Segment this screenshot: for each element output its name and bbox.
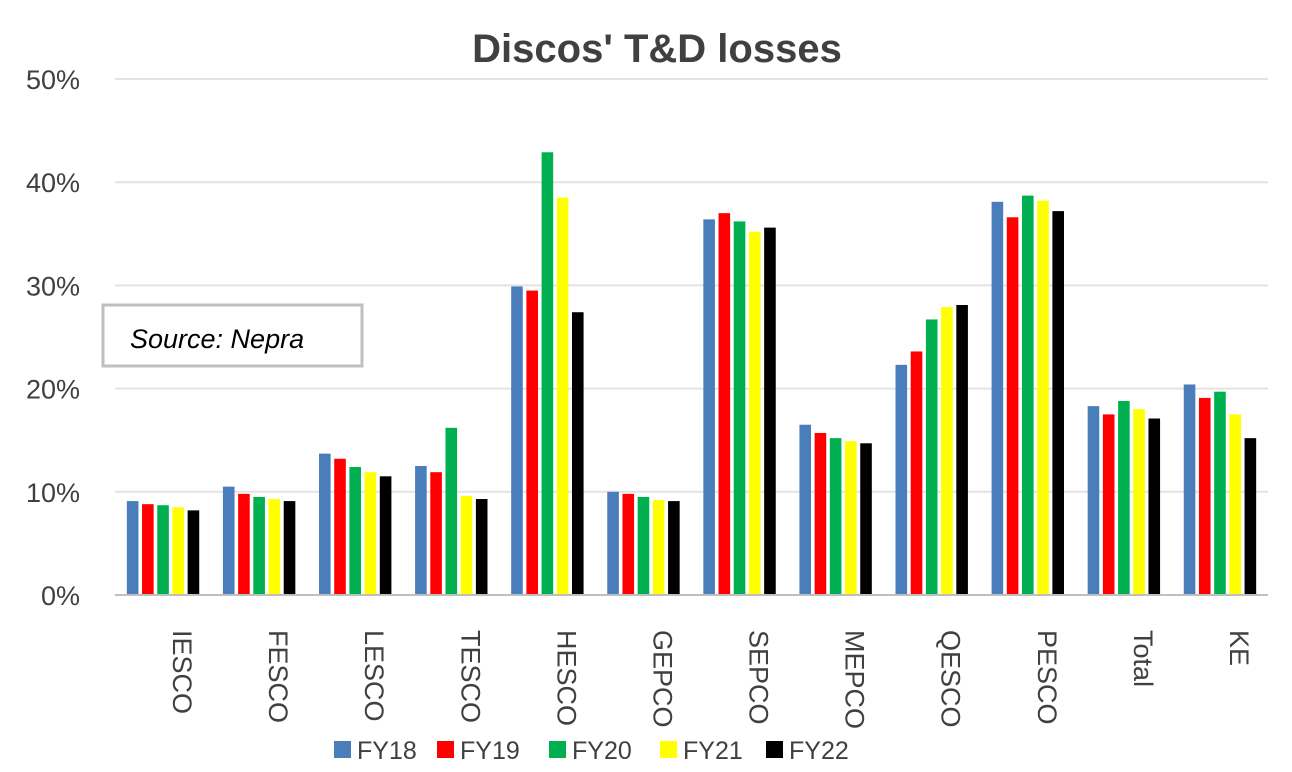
gridlines — [115, 78, 1268, 493]
bar-fy21-sepco — [748, 231, 761, 596]
bar-fy22-gepco — [668, 501, 680, 595]
y-tick-label: 0% — [41, 581, 80, 611]
legend-label-fy22: FY22 — [789, 737, 849, 765]
source-annotation-text: Source: Nepra — [130, 324, 304, 354]
x-tick-label-sepco: SEPCO — [744, 630, 774, 725]
legend-swatch-fy20 — [549, 741, 566, 758]
bars — [126, 152, 1257, 596]
bar-fy20-mepco — [829, 438, 842, 595]
x-tick-label-tesco: TESCO — [455, 630, 485, 723]
bar-fy18-gepco — [607, 491, 619, 595]
x-tick-label-pesco: PESCO — [1032, 630, 1062, 725]
x-tick-label-iesco: IESCO — [167, 630, 197, 714]
legend-swatch-fy19 — [437, 741, 454, 758]
bar-fy20-ke — [1214, 391, 1226, 595]
x-axis-ticks: IESCO FESCO LESCO TESCO HESCO GEPCO SEPCO MEPCO… — [167, 630, 1254, 729]
x-tick-label-qesco: QESCO — [936, 630, 966, 728]
bar-fy20-total — [1118, 400, 1130, 595]
bar-fy18-ke — [1183, 384, 1196, 595]
bar-fy22-total — [1148, 418, 1161, 595]
bar-fy20-sepco — [733, 221, 746, 596]
bar-fy19-mepco — [814, 432, 827, 595]
bar-fy22-tesco — [475, 499, 488, 595]
bar-fy21-ke — [1229, 414, 1241, 595]
bar-fy22-hesco — [571, 312, 584, 595]
bar-fy22-mepco — [860, 443, 872, 595]
y-tick-label: 50% — [26, 65, 80, 95]
legend-swatch-fy22 — [766, 741, 783, 758]
legend-label-fy20: FY20 — [572, 737, 632, 765]
bar-fy20-pesco — [1021, 195, 1034, 595]
legend-label-fy19: FY19 — [460, 737, 520, 765]
legend-label-fy21: FY21 — [683, 737, 743, 765]
bar-fy20-iesco — [157, 505, 169, 595]
bar-fy18-iesco — [126, 501, 139, 595]
bar-fy21-hesco — [556, 197, 569, 595]
x-tick-label-mepco: MEPCO — [840, 630, 870, 729]
bar-fy20-tesco — [445, 427, 458, 595]
bar-fy19-lesco — [334, 458, 346, 595]
bar-fy18-pesco — [991, 201, 1004, 595]
bar-fy18-lesco — [319, 453, 331, 595]
bar-fy20-fesco — [253, 496, 265, 595]
legend: FY18 FY19 FY20 FY21 FY22 — [334, 737, 849, 765]
bar-fy18-hesco — [511, 286, 523, 595]
y-tick-label: 40% — [26, 168, 80, 198]
legend-swatch-fy21 — [660, 741, 677, 758]
bar-fy22-iesco — [187, 510, 200, 595]
bar-fy18-qesco — [895, 364, 908, 595]
bar-fy19-hesco — [526, 290, 538, 595]
bar-fy19-pesco — [1006, 217, 1019, 596]
bar-fy22-pesco — [1052, 211, 1064, 595]
bar-fy21-pesco — [1037, 200, 1049, 595]
bar-fy21-total — [1133, 409, 1145, 595]
x-tick-label-gepco: GEPCO — [647, 630, 677, 728]
bar-fy21-mepco — [845, 441, 857, 595]
bar-fy19-qesco — [910, 351, 923, 595]
bar-fy20-lesco — [349, 467, 362, 595]
bar-fy21-iesco — [172, 507, 185, 595]
bar-fy20-gepco — [637, 496, 650, 595]
y-tick-label: 20% — [26, 375, 80, 405]
bar-fy19-fesco — [238, 493, 250, 595]
x-tick-label-hesco: HESCO — [551, 630, 581, 726]
source-annotation: Source: Nepra — [101, 303, 364, 368]
legend-swatch-fy18 — [334, 741, 351, 758]
bar-fy22-lesco — [379, 476, 392, 595]
x-tick-label-fesco: FESCO — [263, 630, 293, 723]
y-axis-ticks: 0% 10% 20% 30% 40% 50% — [26, 65, 80, 611]
bar-fy21-fesco — [268, 499, 281, 595]
legend-label-fy18: FY18 — [357, 737, 417, 765]
bar-fy21-gepco — [652, 500, 665, 595]
bar-fy18-tesco — [415, 466, 427, 595]
x-tick-label-total: Total — [1128, 630, 1158, 687]
bar-fy22-qesco — [956, 305, 968, 595]
bar-fy22-sepco — [764, 227, 776, 596]
bar-fy21-qesco — [941, 307, 953, 595]
bar-fy21-tesco — [460, 495, 473, 595]
bar-fy19-sepco — [718, 213, 731, 595]
bar-fy19-gepco — [622, 493, 635, 595]
bar-fy18-sepco — [703, 219, 715, 595]
x-tick-label-lesco: LESCO — [359, 630, 389, 722]
y-tick-label: 30% — [26, 271, 80, 301]
bar-fy21-lesco — [364, 472, 377, 595]
bar-fy20-qesco — [925, 319, 938, 595]
bar-fy18-total — [1087, 406, 1100, 595]
bar-fy18-mepco — [799, 424, 812, 595]
bar-fy20-hesco — [541, 152, 554, 595]
bar-fy19-tesco — [430, 472, 442, 595]
bar-fy22-fesco — [283, 501, 296, 595]
bar-fy18-fesco — [222, 486, 235, 595]
bar-fy22-ke — [1244, 438, 1257, 595]
x-tick-label-ke: KE — [1224, 630, 1254, 666]
y-tick-label: 10% — [26, 478, 80, 508]
bar-fy19-total — [1102, 414, 1115, 595]
chart-title: Discos' T&D losses — [472, 27, 842, 71]
bar-fy19-iesco — [142, 504, 154, 595]
bar-fy19-ke — [1198, 397, 1211, 595]
